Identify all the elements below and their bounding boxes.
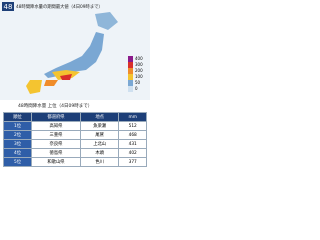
badge-bg (2, 2, 14, 11)
legend-label: 0 (135, 86, 138, 91)
legend-swatch (128, 80, 133, 86)
cell: 色川 (79, 157, 120, 167)
row: 4位 徳島県 木頭 402 (2, 148, 147, 158)
legend-label: 100 (135, 74, 143, 79)
cell: 377 (118, 157, 147, 167)
page: 48 48時間降水量の期間最大値（4日09時まで） 400 300 200 100 50… (0, 0, 150, 171)
cell: 2位 (2, 130, 33, 140)
kyushu (26, 80, 42, 94)
rain-high (60, 74, 72, 80)
row: 5位 和歌山県 色川 377 (2, 157, 147, 167)
cell: 上北山 (79, 139, 120, 149)
row: 1位 高知県 魚梁瀬 512 (2, 121, 147, 131)
legend-swatch (128, 86, 133, 92)
row: 3位 奈良県 上北山 431 (2, 139, 147, 149)
legend-swatch (128, 74, 133, 80)
sea (0, 0, 150, 100)
column-header: 順位 (2, 112, 33, 122)
title: 48時間降水量の期間最大値（4日09時まで） (16, 3, 103, 10)
legend-label: 300 (135, 62, 143, 67)
legend-label: 200 (135, 68, 143, 73)
legend-label: 50 (135, 80, 141, 85)
cell: 和歌山県 (31, 157, 81, 167)
ranking-table: 順位 都道府県 地点 mm 1位 高知県 魚梁瀬 512 2位 三重県 尾鷲 468 3位 奈良県 上北山 4… (2, 112, 147, 167)
row: 2位 三重県 尾鷲 468 (2, 130, 147, 140)
badge: 48 (4, 3, 13, 11)
cell: 尾鷲 (79, 130, 120, 140)
cell: 5位 (2, 157, 33, 167)
cell: 402 (118, 148, 147, 158)
cell: 高知県 (31, 121, 81, 131)
cell: 431 (118, 139, 147, 149)
honshu (44, 32, 104, 78)
column-header: 地点 (79, 112, 120, 122)
cell: 4位 (2, 148, 33, 158)
cell: 3位 (2, 139, 33, 149)
hokkaido (95, 12, 118, 30)
legend-swatch (128, 62, 133, 68)
cell: 奈良県 (31, 139, 81, 149)
cell: 徳島県 (31, 148, 81, 158)
cell: 1位 (2, 121, 33, 131)
cell: 512 (118, 121, 147, 131)
legend-label: 400 (135, 56, 143, 61)
cell: 468 (118, 130, 147, 140)
column-header: mm (118, 112, 147, 122)
column-header: 都道府県 (31, 112, 81, 122)
cell: 魚梁瀬 (79, 121, 120, 131)
cell: 三重県 (31, 130, 81, 140)
cell: 木頭 (79, 148, 120, 158)
legend-swatch (128, 56, 133, 62)
shikoku (44, 80, 58, 86)
table-title: 48時間降水量 上位（4日09時まで） (18, 104, 93, 109)
map: 48 48時間降水量の期間最大値（4日09時まで） 40030020010050… (0, 0, 150, 100)
legend-swatch (128, 68, 133, 74)
